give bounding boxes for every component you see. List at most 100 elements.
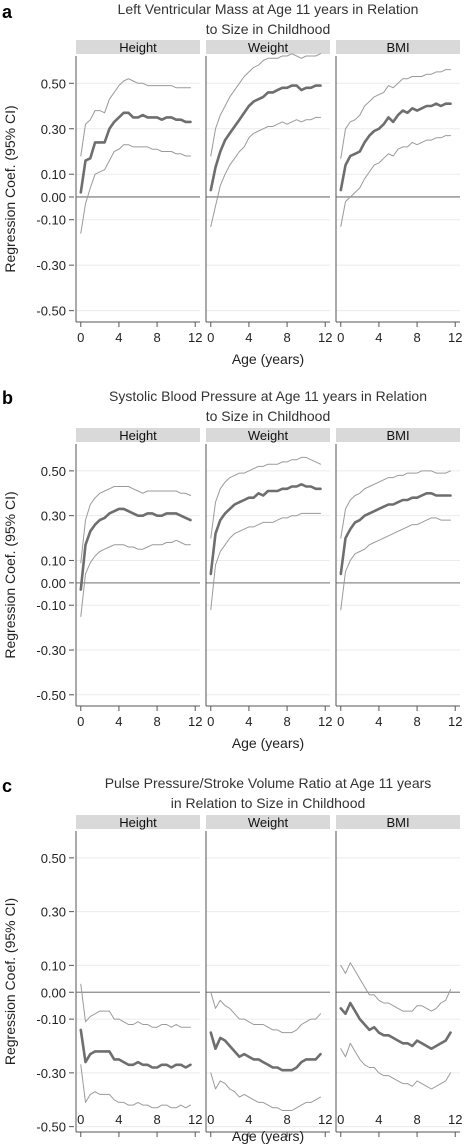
y-tick-label: 0.10 (41, 553, 66, 568)
facet-strip (76, 40, 200, 54)
x-tick-label: 8 (283, 1112, 290, 1127)
y-tick-label: 0.50 (41, 464, 66, 479)
y-tick-label: 0.00 (41, 576, 66, 591)
y-axis-title: Regression Coef. (95% CI) (2, 105, 18, 272)
y-tick-label: 0.10 (41, 958, 66, 973)
panel-letter: c (2, 776, 12, 796)
estimate-line (209, 1031, 322, 1072)
ci-upper-line (210, 456, 321, 539)
ci-lower-line (210, 1072, 321, 1111)
y-tick-label: -0.10 (36, 1012, 66, 1027)
x-tick-label: 0 (207, 330, 214, 345)
facet-strip-label: BMI (386, 815, 409, 830)
ci-upper-line (210, 53, 321, 157)
ci-upper-line (80, 486, 191, 564)
y-axis-title: Regression Coef. (95% CI) (2, 491, 18, 658)
y-tick-label: 0.30 (41, 509, 66, 524)
x-tick-label: 4 (245, 1112, 252, 1127)
facet-strip-label: Height (119, 428, 157, 443)
facet-weight: Weight 0 4 8 12 (205, 40, 332, 345)
panel-letter: b (2, 388, 13, 408)
x-axis-title: Age (years) (232, 735, 304, 751)
y-tick-label: 0.30 (41, 905, 66, 920)
facet-strip-label: Weight (248, 815, 289, 830)
x-tick-label: 8 (413, 330, 420, 345)
estimate-line (339, 1001, 452, 1050)
y-tick-label: 0.00 (41, 985, 66, 1000)
ci-lower-line (210, 512, 321, 611)
y-tick-label: -0.30 (36, 643, 66, 658)
x-tick-label: 12 (448, 714, 462, 729)
x-tick-label: 0 (77, 714, 84, 729)
chart-panel-c: c Pulse Pressure/Stroke Volume Ratio at A… (2, 775, 462, 1144)
x-tick-label: 0 (77, 1112, 84, 1127)
facet-strip (76, 815, 200, 829)
estimate-line (209, 84, 322, 192)
y-tick-label: -0.30 (36, 258, 66, 273)
x-tick-label: 4 (375, 330, 382, 345)
estimate-line (209, 483, 322, 576)
ci-lower-line (210, 116, 321, 227)
x-tick-label: 0 (77, 330, 84, 345)
x-tick-label: 8 (153, 330, 160, 345)
x-tick-label: 12 (188, 1112, 202, 1127)
x-tick-label: 8 (283, 714, 290, 729)
x-tick-label: 8 (413, 714, 420, 729)
y-tick-label: -0.10 (36, 598, 66, 613)
facet-strip-label: BMI (386, 428, 409, 443)
ci-upper-line (210, 991, 321, 1034)
x-tick-label: 8 (153, 714, 160, 729)
y-tick-label: 0.30 (41, 122, 66, 137)
x-tick-label: 4 (115, 714, 122, 729)
estimate-line (79, 507, 192, 591)
x-tick-label: 0 (337, 330, 344, 345)
x-tick-label: 0 (207, 1112, 214, 1127)
estimate-line (79, 1028, 192, 1069)
x-tick-label: 0 (337, 714, 344, 729)
x-tick-label: 8 (413, 1112, 420, 1127)
ci-lower-line (80, 1064, 191, 1109)
facet-strip-label: Weight (248, 428, 289, 443)
y-tick-label: -0.50 (36, 304, 66, 319)
facet-strip (336, 428, 460, 442)
x-tick-label: 12 (188, 330, 202, 345)
facet-strip-label: BMI (386, 40, 409, 55)
facet-strip (206, 40, 330, 54)
ci-upper-line (340, 470, 451, 539)
chart-title-line: in Relation to Size in Childhood (171, 795, 366, 811)
facet-bmi: BMI 0 4 8 12 (335, 40, 462, 345)
chart-title-line: to Size in Childhood (206, 408, 331, 424)
facet-strip (206, 428, 330, 442)
facet-strip-label: Height (119, 40, 157, 55)
ci-lower-line (340, 517, 451, 611)
x-tick-label: 4 (375, 1112, 382, 1127)
ci-upper-line (80, 78, 191, 157)
facet-bmi: BMI 0 4 8 12 (335, 815, 462, 1137)
y-tick-label: -0.50 (36, 688, 66, 703)
ci-lower-line (340, 1042, 451, 1090)
estimate-line (339, 102, 452, 192)
y-tick-label: -0.10 (36, 213, 66, 228)
y-tick-label: 0.50 (41, 851, 66, 866)
facet-bmi: BMI 0 4 8 12 (335, 428, 462, 729)
x-tick-label: 0 (207, 714, 214, 729)
chart-title-line: Systolic Blood Pressure at Age 11 years … (109, 388, 427, 404)
x-tick-label: 4 (245, 714, 252, 729)
x-tick-label: 12 (448, 1112, 462, 1127)
x-tick-label: 12 (318, 714, 332, 729)
facet-strip-label: Weight (248, 40, 289, 55)
chart-panel-a: a Left Ventricular Mass at Age 11 years i… (2, 1, 462, 367)
estimate-line (339, 492, 452, 576)
x-tick-label: 0 (337, 1112, 344, 1127)
ci-upper-line (340, 69, 451, 159)
y-tick-label: 0.10 (41, 167, 66, 182)
facet-height: Height 0 4 8 12 (75, 40, 202, 345)
x-tick-label: 4 (115, 330, 122, 345)
x-tick-label: 12 (188, 714, 202, 729)
x-tick-label: 8 (283, 330, 290, 345)
ci-lower-line (340, 135, 451, 227)
ci-upper-line (340, 962, 451, 1012)
facet-strip-label: Height (119, 815, 157, 830)
y-tick-label: -0.50 (36, 1120, 66, 1135)
x-tick-label: 4 (245, 330, 252, 345)
